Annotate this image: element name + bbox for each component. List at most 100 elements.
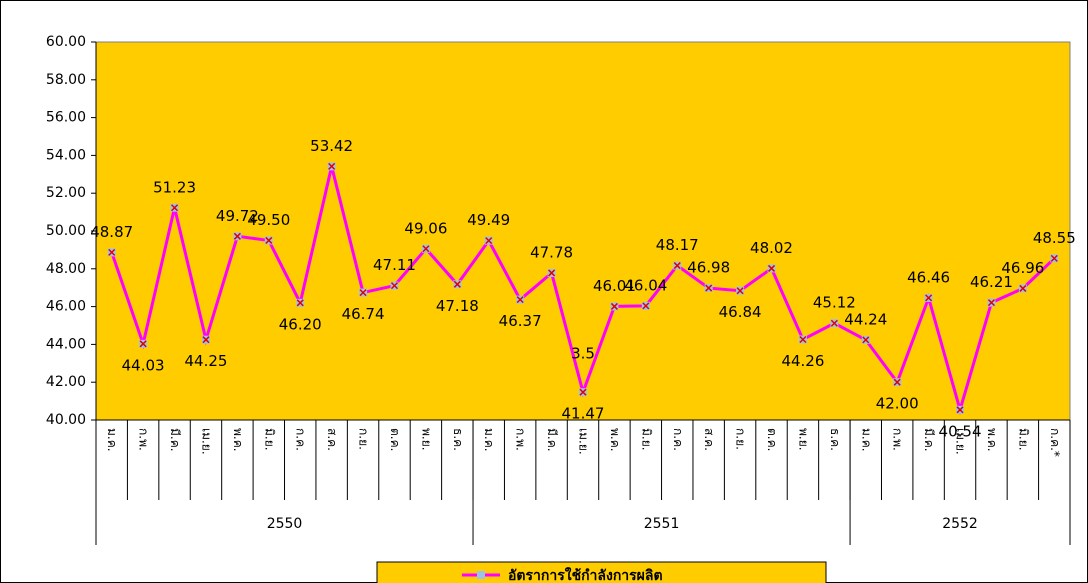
marker <box>861 335 870 344</box>
marker <box>390 281 399 290</box>
data-label: 46.01 <box>593 277 636 295</box>
y-tick-label: 54.00 <box>46 147 86 163</box>
y-tick-label: 44.00 <box>46 336 86 352</box>
data-label: 46.46 <box>907 268 950 286</box>
x-tick-label: มี.ค. <box>168 428 182 452</box>
marker-x <box>956 406 964 414</box>
x-tick-label: ม.ค. <box>482 428 496 452</box>
marker-x <box>925 294 933 302</box>
marker <box>233 232 242 241</box>
data-label: 42.00 <box>876 395 919 413</box>
marker-x <box>171 204 179 212</box>
marker-x <box>328 162 336 170</box>
x-tick-label: มิ.ย. <box>639 428 653 451</box>
data-label: 47.18 <box>436 297 479 315</box>
x-tick-label: ก.ค. <box>294 428 308 451</box>
marker-x <box>799 335 807 344</box>
marker <box>170 203 179 212</box>
x-tick-label: มิ.ย. <box>262 428 276 451</box>
marker <box>924 293 933 302</box>
x-tick-label: พ.ค. <box>231 428 245 452</box>
x-tick-label: มี.ค. <box>922 428 936 452</box>
x-tick-label: ก.พ. <box>137 428 151 451</box>
marker <box>1050 254 1059 263</box>
marker-x <box>422 245 430 253</box>
x-tick-label: มิ.ย. <box>1016 428 1030 451</box>
y-tick-label: 42.00 <box>46 374 86 390</box>
marker-x <box>610 302 618 310</box>
marker <box>139 339 148 348</box>
marker <box>327 162 336 171</box>
data-label: 49.72 <box>216 207 259 225</box>
x-tick-label: ก.ค. <box>671 428 685 451</box>
data-label: 46.84 <box>719 303 762 321</box>
data-label: 41.47 <box>562 405 605 423</box>
marker-x <box>987 299 995 307</box>
data-label: 44.26 <box>781 352 824 370</box>
data-label: 44.24 <box>844 310 887 328</box>
data-label: 44.25 <box>184 352 227 370</box>
x-tick-label: ก.พ. <box>891 428 905 451</box>
marker-x <box>893 378 901 386</box>
marker <box>421 244 430 253</box>
y-tick-label: 56.00 <box>46 110 86 126</box>
marker <box>830 319 839 328</box>
legend-marker <box>477 571 485 579</box>
y-tick-label: 46.00 <box>46 299 86 315</box>
marker <box>893 378 902 387</box>
data-label: 48.55 <box>1033 229 1076 247</box>
plot-area <box>95 41 1071 421</box>
x-tick-label: ม.ค. <box>105 428 119 452</box>
marker <box>736 286 745 295</box>
x-tick-label: ก.ย. <box>357 428 371 450</box>
data-label: 45.12 <box>813 294 856 312</box>
marker <box>201 335 210 344</box>
marker-x <box>1019 284 1027 292</box>
marker-x <box>390 282 399 290</box>
y-tick-label: 48.00 <box>46 261 86 277</box>
marker-x <box>548 269 556 277</box>
x-tick-label: พ.ย. <box>419 428 433 451</box>
annotation: 3.5 <box>571 344 595 362</box>
data-label: 49.06 <box>404 219 447 237</box>
data-label: 46.04 <box>624 276 667 294</box>
data-label: 46.96 <box>1001 259 1044 277</box>
marker <box>107 248 116 257</box>
data-label: 46.20 <box>279 315 322 333</box>
data-label: 48.17 <box>656 236 699 254</box>
data-label: 48.87 <box>90 223 133 241</box>
marker-x <box>265 236 273 244</box>
marker-x <box>108 248 116 256</box>
marker-x <box>642 302 650 310</box>
group-label: 2551 <box>644 516 680 532</box>
y-tick-label: 60.00 <box>46 34 86 50</box>
marker-x <box>485 237 493 245</box>
y-tick-label: 52.00 <box>46 185 86 201</box>
marker-x <box>1050 254 1058 262</box>
marker <box>264 236 273 245</box>
marker <box>453 280 462 289</box>
marker <box>484 236 493 245</box>
x-tick-label: ธ.ค. <box>828 428 842 451</box>
marker-x <box>233 232 241 240</box>
marker-x <box>516 296 524 304</box>
marker-x <box>453 280 461 288</box>
marker <box>704 284 713 293</box>
marker-x <box>296 299 304 307</box>
x-tick-label: พ.ค. <box>608 428 622 452</box>
marker <box>1018 284 1027 293</box>
x-tick-label: ต.ค. <box>388 428 402 451</box>
x-tick-label: พ.ค. <box>985 428 999 452</box>
marker <box>547 268 556 277</box>
marker-x <box>830 319 838 327</box>
x-tick-label: ก.ย. <box>734 428 748 450</box>
x-tick-label: เม.ย. <box>577 428 591 455</box>
marker <box>359 288 368 297</box>
x-tick-label: ธ.ค. <box>451 428 465 451</box>
x-tick-label: ส.ค. <box>702 428 716 451</box>
marker-x <box>359 289 367 297</box>
group-label: 2550 <box>267 516 303 532</box>
data-label: 48.02 <box>750 239 793 257</box>
marker <box>296 298 305 307</box>
